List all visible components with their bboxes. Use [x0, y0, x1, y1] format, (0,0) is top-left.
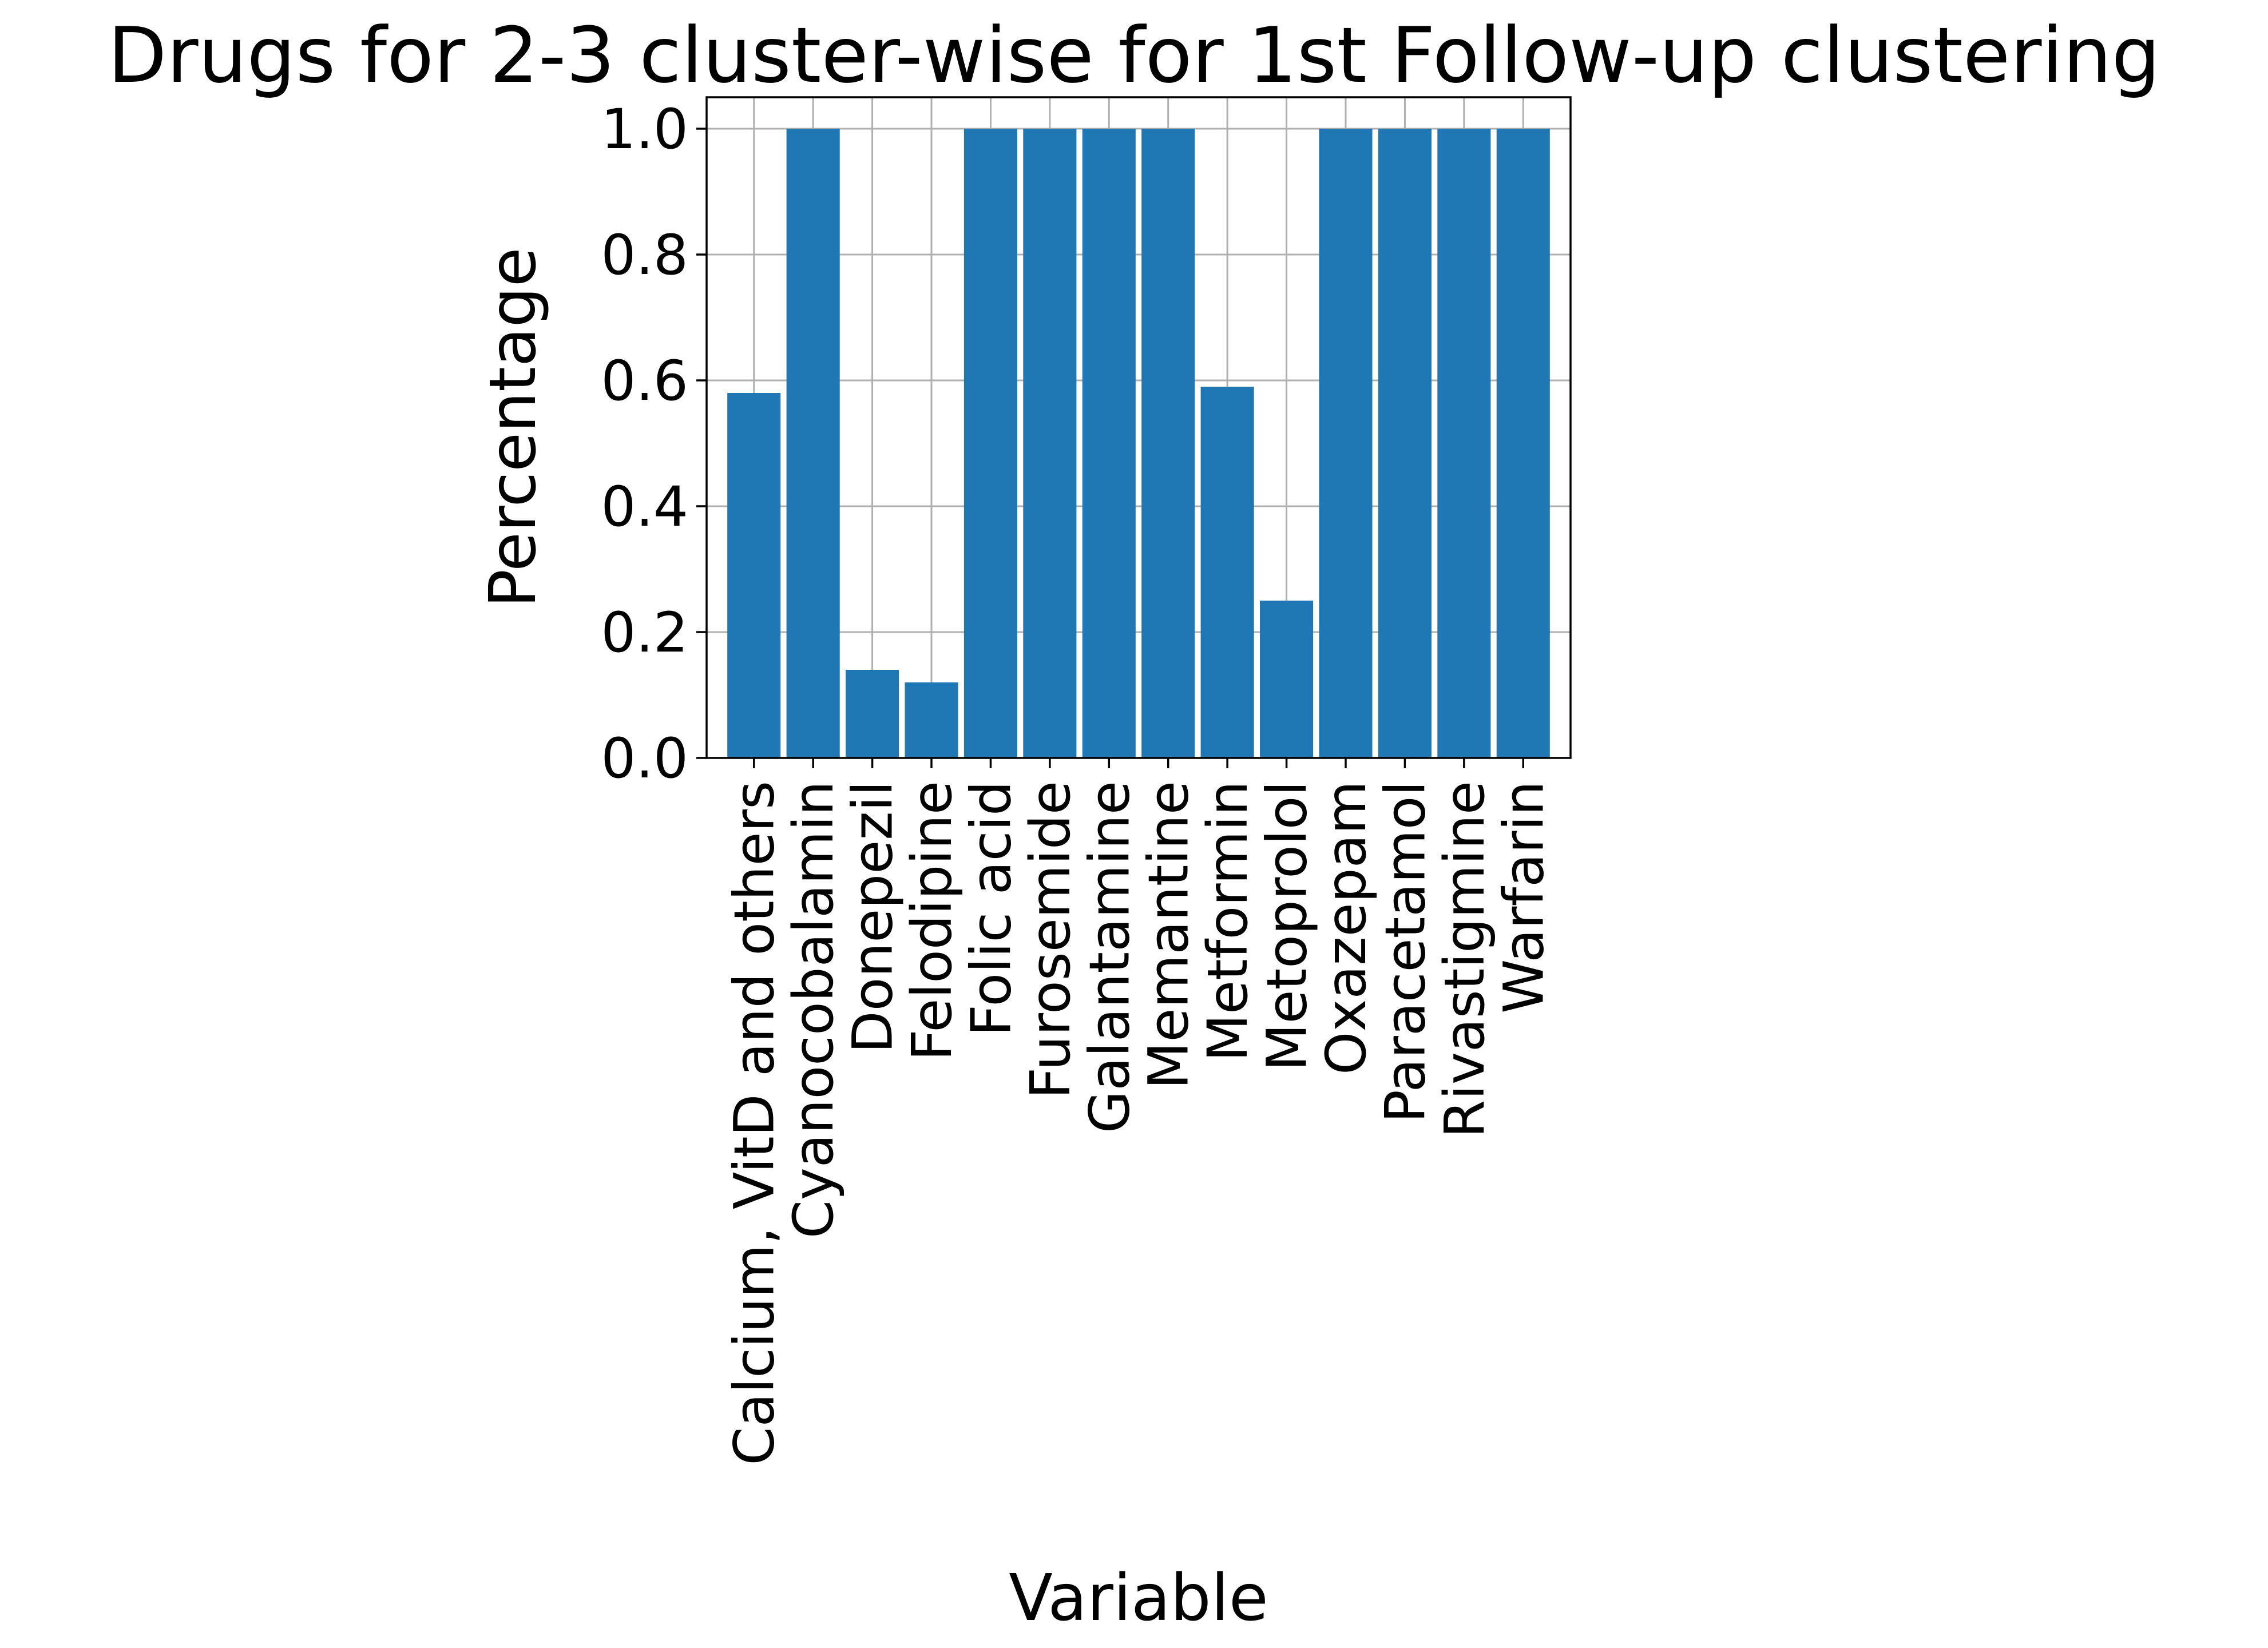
bar: [1200, 387, 1254, 758]
y-axis-ticks: 0.0 0.2 0.4 0.6 0.8 1.0: [601, 97, 707, 791]
x-axis-ticks: Calcium, VitD and othersCyanocobalaminDo…: [723, 758, 1556, 1466]
bar: [846, 670, 899, 758]
x-tick-label: Galantamine: [1077, 781, 1141, 1133]
x-tick-label: Felodipine: [900, 781, 964, 1061]
y-tick-label: 0.2: [601, 601, 688, 665]
bar: [1023, 129, 1077, 758]
x-tick-label: Metoprolol: [1255, 781, 1319, 1071]
bars: [727, 129, 1550, 758]
x-tick-label: Metformin: [1196, 781, 1260, 1062]
y-tick-label: 0.4: [601, 475, 688, 539]
bar: [1260, 601, 1314, 758]
bar: [1141, 129, 1195, 758]
chart-title: Drugs for 2-3 cluster-wise for 1st Follo…: [108, 11, 2160, 100]
y-tick-label: 1.0: [601, 97, 688, 161]
x-tick-label: Cyanocobalamin: [782, 781, 846, 1238]
x-tick-label: Folic acid: [959, 781, 1023, 1036]
x-tick-label: Calcium, VitD and others: [723, 781, 787, 1466]
x-tick-label: Paracetamol: [1373, 781, 1437, 1123]
x-tick-label: Memantine: [1137, 781, 1201, 1089]
y-tick-label: 0.6: [601, 349, 688, 413]
x-tick-label: Donepezil: [841, 781, 905, 1053]
bar: [727, 393, 781, 758]
bar: [1378, 129, 1432, 758]
x-tick-label: Furosemide: [1018, 781, 1083, 1099]
bar: [786, 129, 840, 758]
y-tick-label: 0.8: [601, 223, 688, 287]
bar: [963, 129, 1017, 758]
x-tick-label: Rivastigmine: [1433, 781, 1497, 1138]
x-tick-label: Oxazepam: [1314, 781, 1378, 1075]
bar: [905, 682, 958, 758]
x-axis-label: Variable: [1009, 1561, 1268, 1635]
y-tick-label: 0.0: [601, 726, 688, 791]
bar: [1496, 129, 1550, 758]
x-tick-label: Warfarin: [1492, 781, 1556, 1014]
plot-frame: [705, 96, 1572, 759]
bar: [1319, 129, 1373, 758]
y-axis-label: Percentage: [476, 247, 550, 607]
bar: [1437, 129, 1491, 758]
bar: [1082, 129, 1136, 758]
